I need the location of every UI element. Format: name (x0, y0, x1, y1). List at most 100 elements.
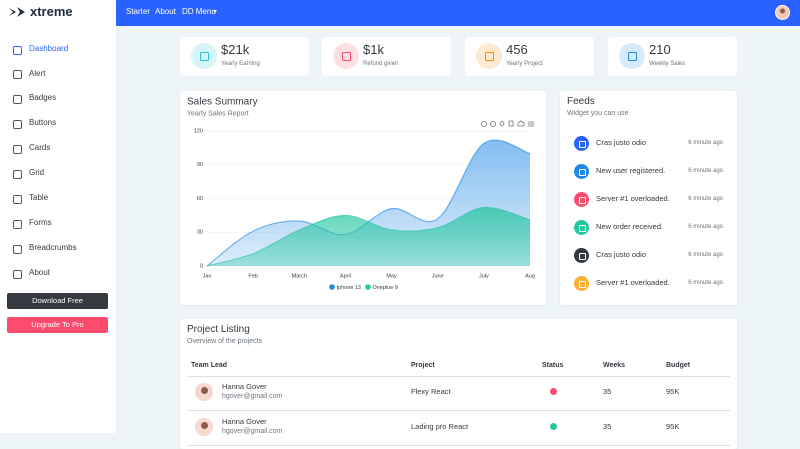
legend-label: Oneplue 9 (373, 285, 398, 291)
sidebar-icon (13, 170, 22, 179)
stat-icon (342, 52, 351, 61)
column-header: Budget (666, 362, 691, 370)
sidebar-button[interactable] (7, 317, 108, 333)
line (206, 139, 531, 267)
topbar (116, 0, 800, 26)
feeds-card (560, 91, 737, 305)
row-email: hgover@gmail.com (222, 393, 283, 401)
x-tick-label: Jan (203, 273, 212, 279)
stat-value: $21k (221, 41, 250, 57)
logo-icon (9, 7, 25, 17)
column-header: Weeks (603, 362, 626, 370)
row-budget: 95K (666, 386, 680, 396)
stat-value: 456 (506, 41, 528, 57)
stat-icon-bg (619, 43, 645, 69)
stat-icon (200, 52, 209, 61)
chart-toolbar (481, 120, 534, 127)
nav-link[interactable]: DD Menu (182, 6, 216, 16)
feed-time: 6 minute ago (688, 251, 723, 258)
x-tick-label: June (432, 273, 444, 279)
feed-text: Cras justo odio (596, 249, 647, 259)
sidebar-item[interactable]: Forms (29, 217, 52, 227)
sidebar-icon (13, 244, 22, 254)
sidebar-item[interactable]: Table (29, 193, 49, 202)
feed-time: 6 minute ago (688, 223, 723, 230)
stat-icon (628, 52, 637, 61)
sidebar-icon (13, 269, 22, 279)
feed-icon-glyph (578, 224, 586, 232)
y-tick-label: 90 (197, 162, 203, 168)
feed-icon-glyph (578, 140, 586, 148)
stat-value: 210 (649, 41, 671, 57)
sidebar-item[interactable]: Cards (29, 143, 51, 153)
stat-card (180, 37, 309, 76)
nav-link[interactable]: Starter (126, 6, 151, 16)
x-tick-label: April (340, 273, 351, 279)
row-weeks: 35 (603, 421, 612, 431)
projects-title: Project Listing (187, 323, 250, 335)
x-tick-label: July (479, 273, 489, 279)
sidebar-item[interactable]: Dashboard (29, 43, 69, 53)
chart-subtitle: Yearly Sales Report (187, 110, 249, 117)
column-header: Status (542, 362, 564, 370)
chart: Sales Summary Yearly Sales Report 0 30 60 90 1… (187, 97, 535, 291)
feed-text: Cras justo odio (596, 137, 647, 147)
stat-icon-bg (476, 43, 502, 69)
row-avatar-head (200, 421, 208, 429)
x-tick-label: March (292, 273, 307, 279)
x-tick-label: Aug (525, 273, 535, 279)
column-header: Team Lead (191, 362, 228, 370)
y-tick-label: 30 (197, 230, 203, 236)
y-tick-label: 120 (194, 128, 203, 134)
feed-text: Server #1 overloaded. (596, 277, 670, 287)
row-name: Hanna Gover (222, 416, 267, 426)
stat-card (465, 37, 594, 76)
sidebar-item[interactable]: Badges (29, 93, 57, 103)
table-rule (187, 375, 730, 377)
sidebar (0, 0, 116, 433)
legend-marker (365, 284, 371, 290)
feeds-subtitle: Widget you can use (567, 109, 629, 117)
stat-icon (485, 52, 494, 61)
row-status (549, 387, 557, 395)
sidebar-button-label: Upgrade To Pro (31, 319, 84, 329)
x-tick-label: Feb (248, 273, 257, 279)
feeds-title: Feeds (567, 95, 595, 107)
stat-icon-bg (333, 43, 359, 69)
chart-title: Sales Summary (187, 97, 258, 108)
feed-time: 6 minute ago (688, 167, 723, 174)
projects-card (180, 319, 737, 449)
sidebar-button[interactable] (7, 293, 108, 309)
sidebar-item[interactable]: Alert (29, 68, 46, 78)
area (207, 207, 530, 266)
stat-card (322, 37, 451, 76)
nav-caret (213, 10, 217, 13)
x-tick-label: May (386, 273, 397, 279)
feed-text: New user registered. (596, 165, 666, 175)
line (206, 206, 531, 267)
sidebar-item[interactable]: Buttons (29, 118, 57, 128)
sidebar-icon (13, 194, 22, 204)
sidebar-item[interactable]: About (29, 267, 50, 277)
stat-label: Weekly Sales (649, 60, 686, 67)
projects-subtitle: Overview of the projects (187, 338, 263, 346)
y-tick-label: 0 (200, 263, 203, 269)
feed-text: New order received. (596, 221, 664, 231)
sidebar-icon (13, 45, 22, 55)
row-project: Lading pro React (411, 421, 469, 431)
sidebar-button-label: Download Free (32, 295, 83, 305)
stat-value: $1k (363, 41, 384, 57)
sidebar-icon (13, 120, 22, 130)
sidebar-item[interactable]: Grid (29, 168, 45, 178)
feed-icon-glyph (578, 252, 586, 260)
row-weeks: 35 (603, 386, 612, 396)
nav-link[interactable]: About (155, 6, 176, 16)
sidebar-icon (13, 95, 22, 105)
legend-label: Iphone 13 (337, 285, 361, 291)
row-name: Hanna Gover (222, 381, 267, 391)
feed-icon-glyph (578, 168, 586, 176)
row-email: hgover@gmail.com (222, 428, 283, 436)
feed-time: 6 minute ago (688, 139, 723, 146)
sidebar-item[interactable]: Breadcrumbs (29, 242, 77, 252)
